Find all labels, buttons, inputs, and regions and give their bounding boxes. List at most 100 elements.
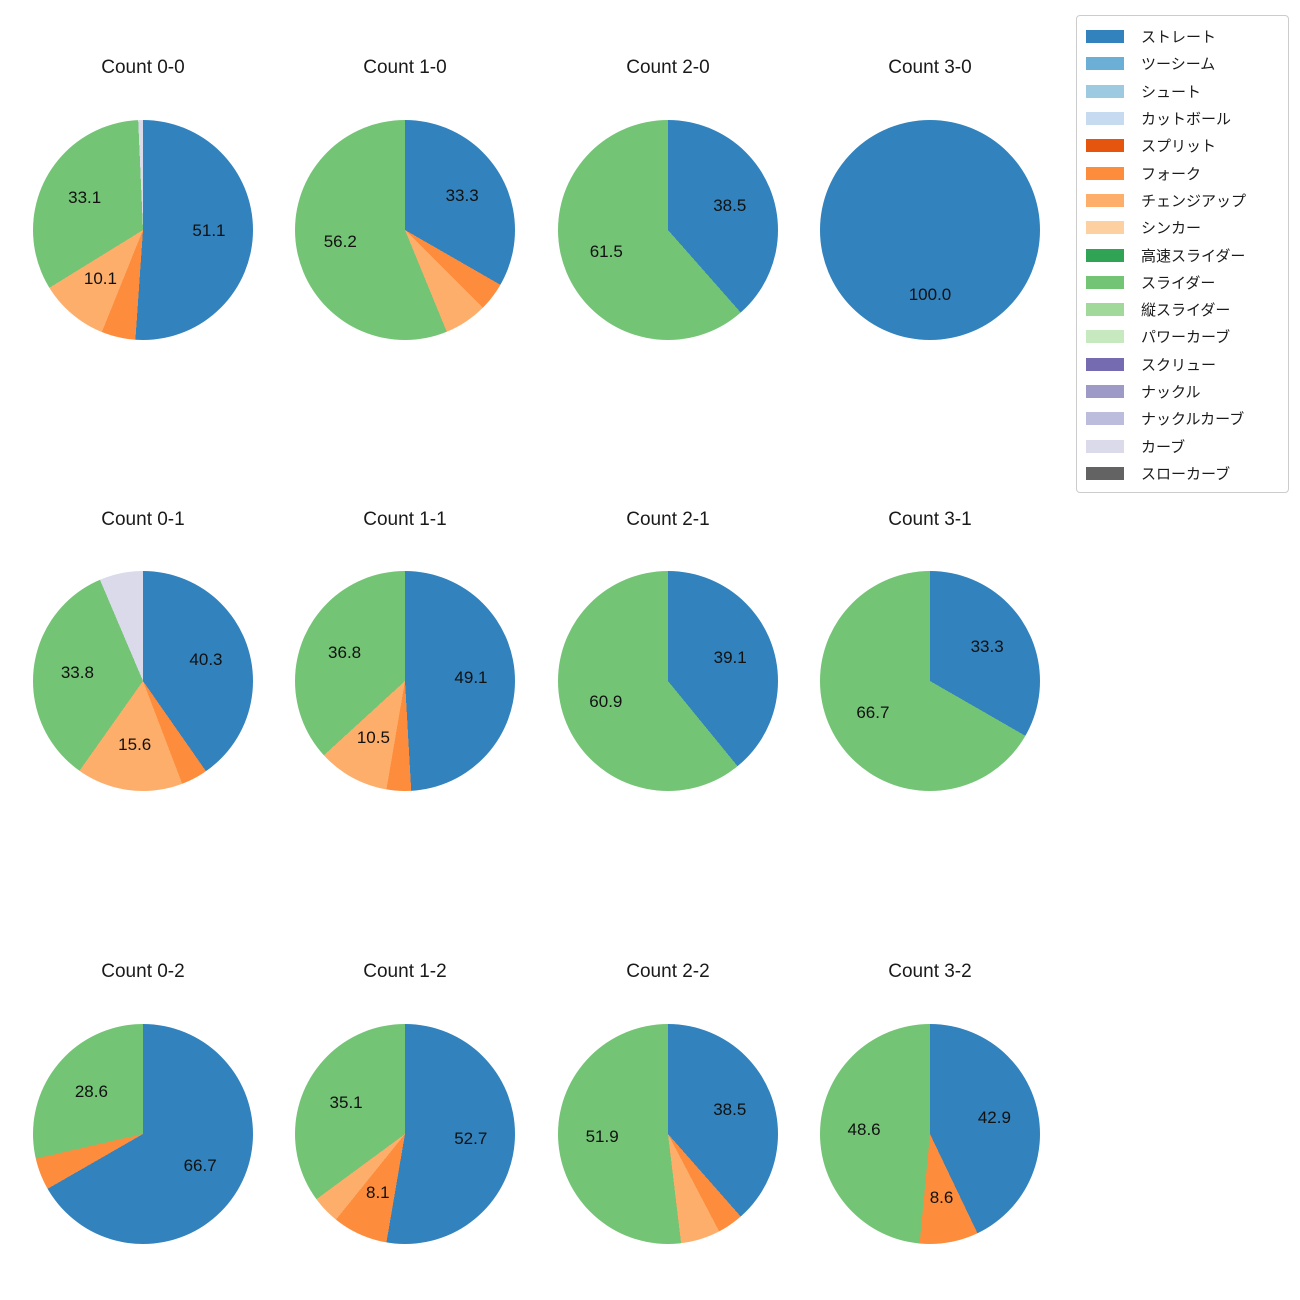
legend-item: 縦スライダー: [1086, 296, 1278, 323]
slice-value-label-count-0-2: 28.6: [74, 1081, 108, 1101]
pie-count-1-2: [295, 1024, 515, 1244]
legend-label: ツーシーム: [1141, 56, 1216, 74]
chart-title-count-0-0: Count 0-0: [101, 57, 185, 78]
chart-title-count-1-1: Count 1-1: [363, 509, 447, 530]
shuuto-swatch-icon: [1086, 84, 1124, 98]
legend-item: 高速スライダー: [1086, 241, 1278, 268]
chart-title-count-0-2: Count 0-2: [101, 961, 185, 982]
slice-value-label-count-0-0: 51.1: [192, 221, 226, 241]
fork-swatch-icon: [1086, 166, 1124, 180]
screw-swatch-icon: [1086, 357, 1124, 371]
legend-label: ナックルカーブ: [1141, 411, 1245, 429]
pie-count-0-2: [33, 1024, 253, 1244]
legend-label: ストレート: [1141, 29, 1217, 47]
knuckle-swatch-icon: [1086, 385, 1124, 398]
slice-value-label-count-0-1: 40.3: [189, 650, 223, 670]
legend-item: ストレート: [1086, 23, 1278, 50]
two-seam-swatch-icon: [1086, 57, 1124, 71]
chart-title-count-0-1: Count 0-1: [101, 509, 185, 530]
legend-item: スライダー: [1086, 269, 1278, 296]
chart-title-count-1-2: Count 1-2: [363, 961, 447, 982]
legend-item: スクリュー: [1086, 351, 1278, 378]
chart-title-count-3-0: Count 3-0: [888, 57, 972, 78]
chart-title-count-2-0: Count 2-0: [626, 57, 710, 78]
slice-value-label-count-0-0: 33.1: [68, 188, 102, 208]
slice-value-label-count-3-2: 8.6: [929, 1187, 954, 1207]
slice-value-label-count-3-0: 100.0: [908, 285, 952, 304]
slice-value-label-count-0-1: 33.8: [60, 662, 94, 682]
chart-title-count-2-1: Count 2-1: [626, 509, 710, 530]
pie-count-0-1: [33, 571, 253, 791]
chart-title-count-3-1: Count 3-1: [888, 509, 972, 530]
legend-item: ツーシーム: [1086, 50, 1278, 77]
curve-swatch-icon: [1086, 439, 1124, 453]
pie-count-2-2: [558, 1024, 778, 1244]
slice-value-label-count-1-0: 33.3: [445, 185, 479, 205]
legend-label: ナックル: [1141, 384, 1201, 401]
sinker-swatch-icon: [1086, 221, 1124, 235]
pie-count-3-1: [820, 571, 1040, 791]
slice-value-label-count-3-1: 66.7: [856, 703, 890, 723]
legend-label: スプリット: [1141, 138, 1217, 156]
legend-item: スプリット: [1086, 132, 1278, 159]
slice-value-label-count-0-0: 10.1: [83, 269, 117, 289]
chart-title-count-3-2: Count 3-2: [888, 961, 972, 982]
slice-value-label-count-2-1: 39.1: [713, 647, 747, 667]
slice-value-label-count-2-0: 61.5: [589, 242, 623, 262]
pie-count-1-0: [295, 120, 515, 340]
slice-value-label-count-1-2: 52.7: [454, 1128, 488, 1148]
legend-item: カーブ: [1086, 432, 1278, 459]
slice-value-label-count-3-2: 48.6: [847, 1119, 881, 1139]
pie-count-1-1: [295, 571, 515, 791]
pie-count-2-1: [558, 571, 778, 791]
legend-item: チェンジアップ: [1086, 187, 1278, 214]
legend-item: シンカー: [1086, 214, 1278, 241]
slice-value-label-count-2-2: 51.9: [585, 1126, 619, 1146]
legend: ストレートツーシームシュートカットボール スプリットフォークチェンジアップ シンカー…: [1076, 15, 1289, 493]
slice-value-label-count-1-0: 56.2: [323, 231, 357, 251]
legend-item: シュート: [1086, 78, 1278, 105]
straight-swatch-icon: [1086, 30, 1124, 44]
legend-label: 高速スライダー: [1141, 247, 1246, 265]
legend-label: パワーカーブ: [1141, 329, 1231, 347]
slice-value-label-count-2-1: 60.9: [589, 692, 623, 712]
legend-label: シュート: [1141, 83, 1202, 101]
legend-label: スライダー: [1141, 274, 1216, 292]
pie-count-0-0: [33, 120, 253, 340]
slice-value-label-count-1-1: 49.1: [454, 668, 488, 688]
legend-label: スクリュー: [1141, 356, 1217, 374]
slice-value-label-count-0-2: 66.7: [183, 1156, 217, 1176]
legend-item: ナックル: [1086, 378, 1278, 405]
slice-value-label-count-1-2: 8.1: [366, 1183, 390, 1203]
legend-label: カットボール: [1141, 111, 1232, 129]
slice-value-label-count-3-2: 42.9: [977, 1108, 1011, 1128]
legend-list: ストレートツーシームシュートカットボール スプリットフォークチェンジアップ シンカー…: [1086, 23, 1278, 487]
pie-count-3-0: [820, 120, 1040, 340]
legend-item: パワーカーブ: [1086, 323, 1278, 350]
legend-label: カーブ: [1141, 438, 1186, 456]
slider-swatch-icon: [1086, 275, 1124, 289]
changeup-swatch-icon: [1086, 193, 1124, 207]
legend-label: フォーク: [1141, 165, 1202, 183]
pie-count-3-2: [820, 1024, 1040, 1244]
slice-value-label-count-2-2: 38.5: [713, 1099, 747, 1119]
chart-title-count-1-0: Count 1-0: [363, 57, 447, 78]
legend-item: カットボール: [1086, 105, 1278, 132]
fast-slider-swatch-icon: [1086, 248, 1124, 262]
legend-item: ナックルカーブ: [1086, 405, 1278, 432]
legend-label: シンカー: [1141, 220, 1202, 238]
legend-label: チェンジアップ: [1141, 192, 1247, 210]
slice-value-label-count-1-2: 35.1: [329, 1093, 363, 1113]
legend-label: スローカーブ: [1141, 465, 1231, 483]
slice-value-label-count-1-1: 36.8: [328, 643, 362, 663]
slow-curve-swatch-icon: [1086, 466, 1124, 480]
vertical-slider-swatch-icon: [1086, 303, 1124, 317]
slice-value-label-count-2-0: 38.5: [713, 195, 747, 215]
chart-title-count-2-2: Count 2-2: [626, 961, 710, 982]
split-swatch-icon: [1086, 139, 1124, 153]
slice-value-label-count-1-1: 10.5: [356, 727, 390, 747]
pie-count-2-0: [558, 120, 778, 340]
legend-item: フォーク: [1086, 159, 1278, 186]
cutball-swatch-icon: [1086, 112, 1124, 126]
